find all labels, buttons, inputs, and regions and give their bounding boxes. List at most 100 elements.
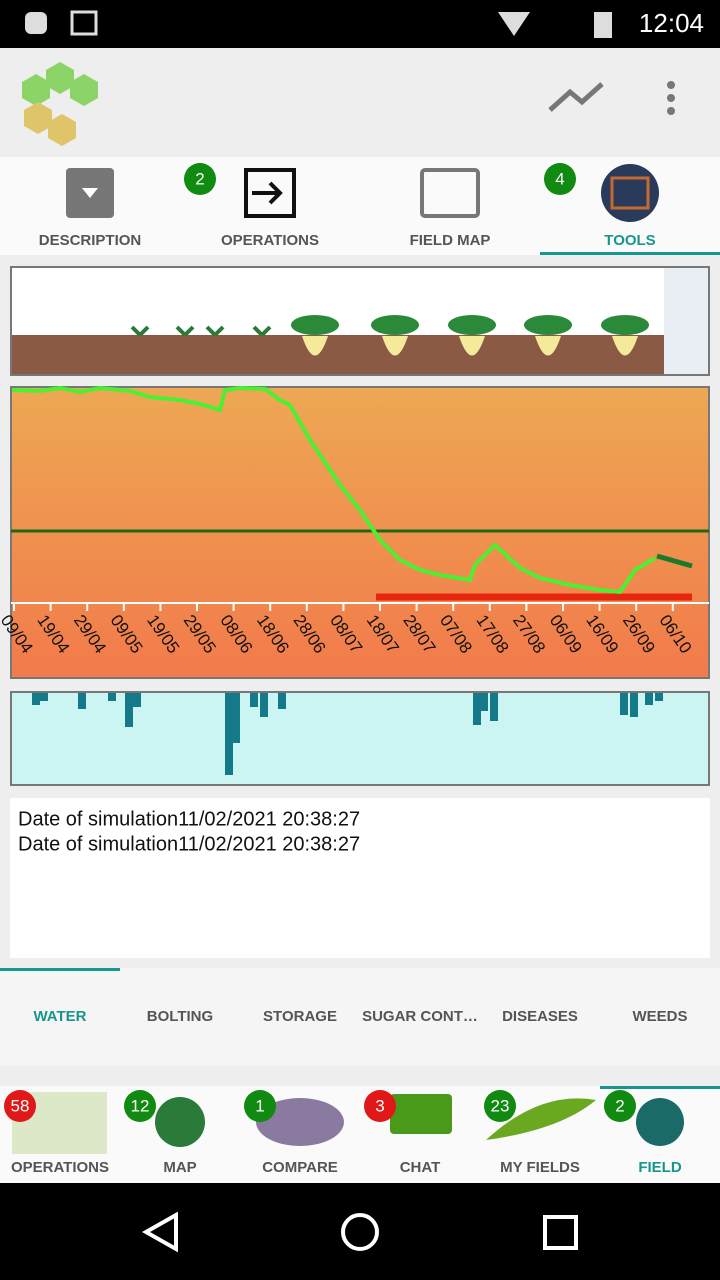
tab-field-map[interactable]: FIELD MAP: [410, 168, 491, 249]
water-chart-part: [656, 553, 693, 569]
status-bar-part: [498, 12, 530, 36]
badge: 12: [131, 1096, 150, 1115]
sub-tab[interactable]: STORAGE: [263, 1008, 337, 1025]
tab-label: TOOLS: [604, 232, 655, 249]
beet-root: [302, 336, 328, 356]
simulation-log-part: [10, 798, 710, 958]
water-chart: 09/0419/0429/0409/0519/0529/0508/0618/06…: [0, 385, 710, 679]
crop-strip-part: [664, 268, 708, 374]
water-chart-part: [11, 385, 657, 595]
rain-chart-part: [10, 691, 710, 786]
log-line: Date of simulation11/02/2021 20:38:27: [18, 808, 360, 830]
seedling: [130, 325, 150, 337]
sub-tabs: WATER BOLTING STORAGE SUGAR CONT… DISEASES WE…: [0, 968, 720, 1066]
sub-tab[interactable]: DISEASES: [502, 1008, 578, 1025]
home-button[interactable]: [341, 1213, 379, 1251]
bottom-nav-part: [0, 1086, 720, 1183]
badge: 3: [375, 1096, 384, 1115]
nav-label[interactable]: FIELD: [638, 1159, 681, 1176]
nav-label[interactable]: COMPARE: [262, 1159, 338, 1176]
bottom-nav-part: [486, 1098, 596, 1140]
beet-leaves: [601, 315, 649, 335]
app-logo: [22, 62, 98, 146]
tab-description[interactable]: DESCRIPTION: [39, 168, 142, 249]
badge-bg: [124, 1090, 156, 1122]
bottom-nav-part: [155, 1097, 205, 1147]
seedling: [252, 325, 272, 337]
menu-button-part: [667, 81, 675, 89]
tab-tools-part: [544, 163, 576, 195]
beet-leaves: [448, 315, 496, 335]
badge: 2: [195, 169, 204, 188]
sub-tab[interactable]: WEEDS: [632, 1008, 687, 1025]
beet-leaves: [371, 315, 419, 335]
beet-root: [535, 336, 561, 356]
rain-bar: [78, 693, 86, 709]
rain-bar: [232, 693, 240, 743]
clock: 12:04: [639, 8, 704, 38]
seedling: [175, 325, 195, 337]
nav-label[interactable]: MY FIELDS: [500, 1159, 580, 1176]
tab-operations-part: [252, 181, 283, 205]
badge: 2: [615, 1096, 624, 1115]
trend-button[interactable]: [548, 82, 604, 112]
sub-tabs-part: [0, 968, 120, 971]
nav-label[interactable]: OPERATIONS: [11, 1159, 109, 1176]
tab-tools[interactable]: 4 TOOLS: [540, 163, 720, 255]
menu-button-part: [667, 94, 675, 102]
badge-bg: [244, 1090, 276, 1122]
rain-bar: [108, 693, 116, 701]
rain-bar: [133, 693, 141, 707]
status-bar: 12:04: [0, 0, 720, 48]
bottom-nav-part: [256, 1098, 344, 1146]
top-tabs-part: [0, 157, 720, 255]
system-nav-part: [0, 1183, 720, 1280]
sub-tab[interactable]: BOLTING: [147, 1008, 213, 1025]
crop-strip-part: [130, 315, 649, 356]
rain-bar: [630, 693, 638, 717]
back-button[interactable]: [141, 1211, 178, 1253]
badge: 23: [491, 1096, 510, 1115]
recents-button[interactable]: [543, 1215, 578, 1250]
menu-button[interactable]: [667, 81, 675, 115]
app-logo-part: [70, 74, 98, 106]
rain-bar: [260, 693, 268, 717]
beet-root: [459, 336, 485, 356]
rain-chart: [10, 691, 710, 786]
sub-tab[interactable]: WATER: [33, 1008, 86, 1025]
app-logo-part: [24, 102, 52, 134]
nav-label[interactable]: CHAT: [400, 1159, 441, 1176]
tab-label: FIELD MAP: [410, 232, 491, 249]
rain-bar: [125, 693, 133, 727]
tab-operations-part: [244, 168, 296, 218]
rain-bar: [480, 693, 488, 711]
rain-bar: [645, 693, 653, 705]
badge: 58: [11, 1096, 30, 1115]
status-bar-part: [70, 10, 98, 36]
bottom-nav: 58 OPERATIONS 12 MAP 1 COMPARE 3 CHAT 23 MY FIELD…: [0, 1066, 720, 1183]
beet-leaves: [524, 315, 572, 335]
tab-field-map-part: [420, 168, 480, 218]
tab-label: OPERATIONS: [221, 232, 319, 249]
beet-leaves: [291, 315, 339, 335]
tab-tools-part: [540, 252, 720, 255]
app-bar: [0, 48, 720, 157]
app-logo-part: [46, 62, 74, 94]
simulation-log: Date of simulation11/02/2021 20:38:27 Da…: [10, 798, 710, 958]
rain-bar: [278, 693, 286, 709]
badge-bg: [484, 1090, 516, 1122]
rain-bar: [473, 693, 481, 725]
rain-bar: [40, 693, 48, 701]
tab-description-part: [82, 188, 98, 198]
sub-tab[interactable]: SUGAR CONT…: [362, 1008, 478, 1025]
rain-bar: [32, 693, 40, 705]
badge: 1: [255, 1096, 264, 1115]
tab-operations[interactable]: 2 OPERATIONS: [184, 163, 319, 249]
bottom-nav-part: [636, 1098, 684, 1146]
rain-bar: [655, 693, 663, 701]
app-logo-part: [22, 74, 50, 106]
top-tabs: DESCRIPTION 2 OPERATIONS FIELD MAP 4 TOO…: [0, 157, 720, 255]
nav-label[interactable]: MAP: [163, 1159, 196, 1176]
rain-bar: [250, 693, 258, 707]
